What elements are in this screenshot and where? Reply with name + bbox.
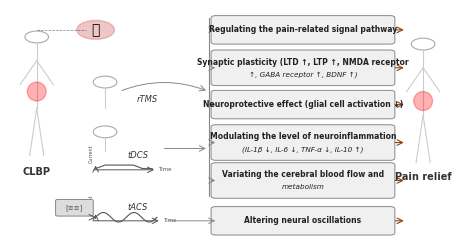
FancyBboxPatch shape: [211, 125, 395, 160]
Text: 🧠: 🧠: [91, 23, 100, 37]
FancyBboxPatch shape: [55, 199, 93, 216]
Text: Synaptic plasticity (LTD ↑, LTP ↑, NMDA receptor: Synaptic plasticity (LTD ↑, LTP ↑, NMDA …: [197, 58, 409, 67]
Text: Time: Time: [163, 217, 176, 222]
Text: tDCS: tDCS: [128, 151, 149, 160]
FancyBboxPatch shape: [211, 207, 395, 235]
Text: (IL-1β ↓, IL-6 ↓, TNF-α ↓, IL-10 ↑): (IL-1β ↓, IL-6 ↓, TNF-α ↓, IL-10 ↑): [242, 146, 364, 153]
Text: Current: Current: [89, 144, 93, 162]
Text: Altering neural oscillations: Altering neural oscillations: [245, 216, 362, 225]
Text: ↑, GABA receptor ↑, BDNF ↑): ↑, GABA receptor ↑, BDNF ↑): [249, 71, 357, 78]
Text: Regulating the pain-related signal pathway: Regulating the pain-related signal pathw…: [209, 25, 397, 34]
Ellipse shape: [27, 82, 46, 101]
Text: [≡≡]: [≡≡]: [66, 204, 83, 211]
Text: CLBP: CLBP: [23, 167, 51, 177]
Circle shape: [77, 20, 115, 39]
Text: Variating the cerebral blood flow and: Variating the cerebral blood flow and: [222, 170, 384, 180]
FancyBboxPatch shape: [211, 90, 395, 119]
Text: Pain relief: Pain relief: [395, 172, 451, 182]
Text: Modulating the level of neuroinflammation: Modulating the level of neuroinflammatio…: [210, 132, 396, 142]
FancyBboxPatch shape: [211, 50, 395, 86]
Text: Time: Time: [158, 167, 172, 172]
FancyBboxPatch shape: [211, 16, 395, 44]
Text: rTMS: rTMS: [137, 95, 158, 104]
Text: Neuroprotective effect (glial cell activation ↓): Neuroprotective effect (glial cell activ…: [203, 100, 403, 109]
Text: tACS: tACS: [128, 203, 148, 212]
Ellipse shape: [414, 91, 433, 110]
Text: metabolism: metabolism: [282, 184, 324, 190]
FancyBboxPatch shape: [211, 163, 395, 198]
Text: Current: Current: [89, 194, 93, 213]
